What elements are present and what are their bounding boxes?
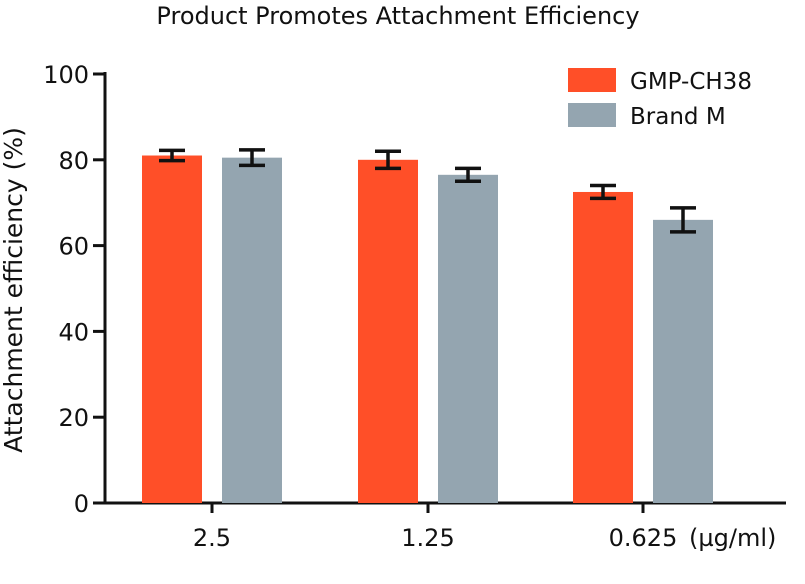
legend-label: GMP-CH38: [630, 69, 752, 95]
bar-brand-m-0.625: [653, 219, 713, 504]
x-unit-label: (µg/ml): [689, 524, 776, 552]
error-bar-brand-m-1.25: [455, 166, 481, 183]
legend-label: Brand M: [630, 104, 726, 130]
x-tick-label: 0.625: [609, 524, 678, 552]
error-bar-gmp-ch38-2.5: [159, 148, 185, 163]
y-tick-label: 20: [58, 404, 89, 432]
bar-gmp-ch38-1.25: [358, 159, 418, 504]
x-tick-label: 2.5: [193, 524, 231, 552]
error-bar-brand-m-0.625: [670, 206, 696, 234]
bar-gmp-ch38-0.625: [573, 191, 633, 503]
y-tick-label: 100: [43, 61, 89, 89]
bar-gmp-ch38-2.5: [142, 155, 202, 503]
bars-group: [142, 148, 713, 504]
chart-title: Product Promotes Attachment Efficiency: [156, 2, 639, 30]
x-axis: 2.5 1.25 0.625 (µg/ml): [104, 501, 786, 552]
y-tick-label: 60: [58, 233, 89, 261]
legend-item-brand-m: Brand M: [568, 103, 726, 130]
legend: GMP-CH38 Brand M: [568, 68, 752, 130]
bar-brand-m-2.5: [222, 157, 282, 503]
error-bar-brand-m-2.5: [239, 148, 265, 168]
y-axis: 0 20 40 60 80 100: [43, 61, 107, 518]
bar-brand-m-1.25: [438, 174, 498, 503]
y-tick-label: 80: [58, 147, 89, 175]
x-tick-label: 1.25: [401, 524, 454, 552]
legend-item-gmp-ch38: GMP-CH38: [568, 68, 752, 95]
error-bar-gmp-ch38-0.625: [590, 183, 616, 201]
legend-swatch: [568, 103, 616, 127]
y-tick-label: 40: [58, 318, 89, 346]
y-axis-label: Attachment efficiency (%): [0, 127, 28, 453]
legend-swatch: [568, 68, 616, 92]
y-tick-label: 0: [74, 490, 89, 518]
error-bar-gmp-ch38-1.25: [375, 149, 401, 171]
